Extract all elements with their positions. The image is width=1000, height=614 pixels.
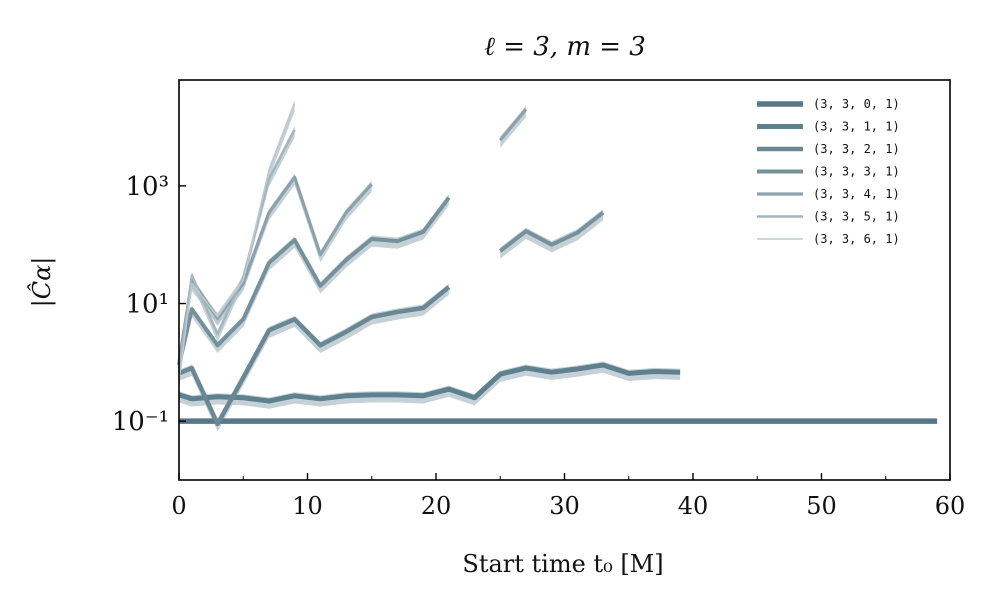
- x-tick-label: 30: [549, 492, 580, 520]
- series-lines: [177, 103, 938, 427]
- x-tick-label: 50: [806, 492, 837, 520]
- series-line-3: [177, 196, 451, 366]
- x-tick-label: 40: [678, 492, 709, 520]
- x-tick-label: 60: [935, 492, 966, 520]
- x-tick-label: 10: [292, 492, 323, 520]
- series-line-2: [178, 285, 451, 427]
- legend-label: (3, 3, 1, 1): [813, 120, 900, 134]
- legend-label: (3, 3, 6, 1): [813, 232, 900, 246]
- y-tick-label: 10³: [125, 172, 169, 202]
- x-axis-label: Start time t₀ [M]: [462, 550, 663, 578]
- y-tick-label: 10¹: [125, 290, 169, 320]
- uncertainty-band: [179, 100, 295, 388]
- series-line-1: [178, 362, 681, 404]
- axis-ticks: 0 10 20 30 40 50 60 10³ 10¹ 10⁻¹: [112, 172, 966, 520]
- series-line-5: [177, 129, 296, 372]
- legend-label: (3, 3, 4, 1): [813, 187, 900, 201]
- uncertainty-band: [179, 283, 449, 432]
- series-line-4: [499, 108, 528, 142]
- y-tick-label: 10⁻¹: [112, 407, 169, 437]
- legend: (3, 3, 0, 1) (3, 3, 1, 1) (3, 3, 2, 1) (3, …: [757, 97, 900, 246]
- uncertainty-band: [500, 209, 604, 259]
- chart-title: ℓ = 3, m = 3: [484, 32, 646, 62]
- legend-label: (3, 3, 5, 1): [813, 210, 900, 224]
- legend-label: (3, 3, 2, 1): [813, 142, 900, 156]
- y-axis-label: |Ĉα|: [27, 257, 57, 308]
- x-tick-label: 0: [171, 492, 186, 520]
- series-line-6: [178, 103, 296, 381]
- series-line-3: [499, 211, 605, 253]
- legend-label: (3, 3, 0, 1): [813, 97, 900, 111]
- x-tick-label: 20: [421, 492, 452, 520]
- uncertainty-bands: [179, 100, 681, 432]
- legend-label: (3, 3, 3, 1): [813, 165, 900, 179]
